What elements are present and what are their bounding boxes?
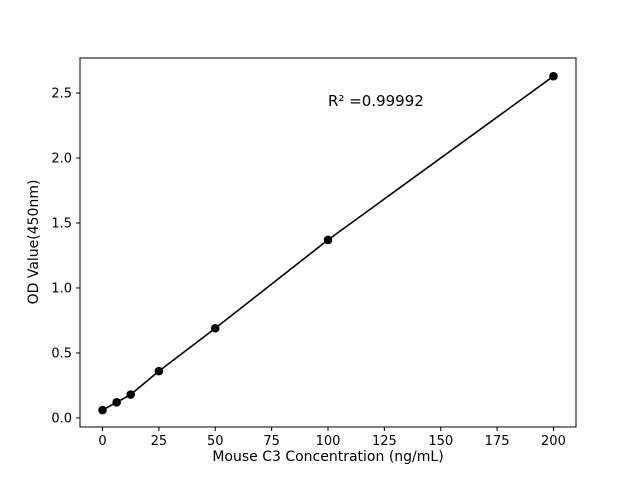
data-point xyxy=(549,71,558,81)
data-point xyxy=(210,323,220,333)
x-axis-label: Mouse C3 Concentration (ng/mL) xyxy=(212,449,443,465)
x-tick-label: 25 xyxy=(151,434,168,449)
y-tick-label: 1.0 xyxy=(51,281,72,296)
x-tick-label: 175 xyxy=(485,434,510,449)
data-point xyxy=(154,366,164,376)
data-point xyxy=(112,398,121,407)
x-tick-label: 100 xyxy=(316,434,341,449)
r-squared-annotation: R² =0.99992 xyxy=(328,92,424,110)
data-point xyxy=(98,405,107,415)
y-tick-label: 2.5 xyxy=(51,87,72,102)
x-tick-label: 200 xyxy=(541,434,566,449)
y-tick-label: 0.5 xyxy=(51,346,72,361)
x-tick-label: 75 xyxy=(263,434,280,449)
plot-area: 0 25 50 75 100 125 150 175 200 0.0 0.5 1.0 1.5 2.0 2.5 xyxy=(51,57,577,449)
y-axis-label: OD Value(450nm) xyxy=(26,180,42,305)
x-tick-label: 125 xyxy=(372,434,397,449)
x-tick-label: 150 xyxy=(428,434,453,449)
data-point xyxy=(126,390,136,399)
x-tick-label: 50 xyxy=(207,434,224,449)
data-point xyxy=(323,235,333,245)
y-tick-label: 2.0 xyxy=(51,152,72,167)
x-tick-label: 0 xyxy=(98,434,106,449)
y-tick-label: 0.0 xyxy=(51,411,72,426)
y-tick-label: 1.5 xyxy=(51,217,72,232)
